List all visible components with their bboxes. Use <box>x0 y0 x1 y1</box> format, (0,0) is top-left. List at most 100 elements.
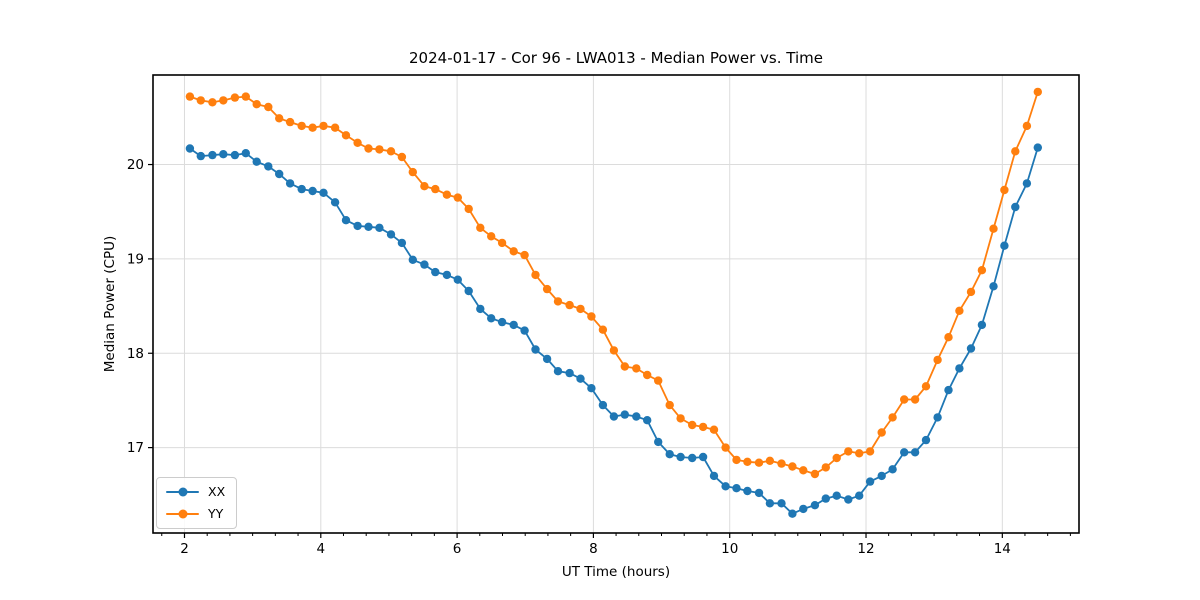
data-point-yy <box>431 184 440 194</box>
data-point-xx <box>542 354 552 364</box>
data-point-yy <box>219 96 228 105</box>
data-point-xx <box>977 320 987 330</box>
data-point-xx <box>531 345 540 354</box>
data-point-yy <box>955 306 964 315</box>
data-point-xx <box>431 267 440 277</box>
data-point-xx <box>364 222 373 231</box>
data-point-yy <box>877 428 886 437</box>
data-point-yy <box>542 284 552 294</box>
data-point-xx <box>576 374 585 383</box>
data-point-yy <box>676 414 685 423</box>
data-point-yy <box>241 92 250 101</box>
data-point-xx <box>632 412 641 421</box>
x-tick-label: 4 <box>316 541 325 557</box>
y-tick-label: 19 <box>127 251 144 267</box>
data-point-xx <box>497 317 507 327</box>
data-point-yy <box>933 355 942 365</box>
data-point-yy <box>420 182 429 191</box>
data-point-xx <box>777 499 786 508</box>
data-point-xx <box>587 384 596 393</box>
x-tick-label: 2 <box>180 541 189 557</box>
data-point-xx <box>810 501 820 510</box>
data-point-xx <box>1022 179 1032 188</box>
data-point-xx <box>855 491 864 500</box>
data-point-yy <box>765 456 775 465</box>
plot-border <box>152 74 1080 534</box>
data-point-yy <box>375 145 384 154</box>
data-point-xx <box>297 184 306 194</box>
x-tick-label: 8 <box>589 541 598 557</box>
data-point-yy <box>308 123 317 132</box>
data-point-xx <box>252 157 261 166</box>
data-point-yy <box>275 114 284 123</box>
data-point-yy <box>1000 185 1009 195</box>
data-point-yy <box>732 455 741 465</box>
data-point-xx <box>453 275 462 284</box>
data-point-xx <box>832 491 841 500</box>
data-point-yy <box>319 121 328 131</box>
data-point-xx <box>476 304 485 314</box>
data-point-xx <box>933 413 942 422</box>
data-point-yy <box>977 266 987 275</box>
data-point-yy <box>743 457 752 466</box>
data-point-yy <box>553 297 563 306</box>
data-point-yy <box>264 102 273 112</box>
data-point-yy <box>565 300 574 310</box>
data-point-xx <box>989 282 998 291</box>
data-point-xx <box>821 494 830 503</box>
data-point-yy <box>1033 87 1043 97</box>
data-point-xx <box>799 504 808 514</box>
data-point-yy <box>353 138 362 147</box>
data-point-xx <box>665 450 674 459</box>
data-point-xx <box>598 400 608 410</box>
data-point-xx <box>765 499 775 508</box>
data-point-yy <box>464 204 473 214</box>
x-tick-label: 14 <box>994 541 1011 557</box>
x-tick-label: 6 <box>453 541 462 557</box>
data-point-xx <box>865 477 875 486</box>
data-point-yy <box>185 92 195 101</box>
data-point-yy <box>520 250 529 260</box>
data-point-xx <box>386 230 396 239</box>
data-point-xx <box>487 314 496 323</box>
data-point-yy <box>888 413 897 422</box>
data-point-yy <box>821 463 830 472</box>
data-point-xx <box>1011 202 1020 212</box>
data-point-xx <box>688 453 697 463</box>
data-point-yy <box>844 447 853 456</box>
data-point-yy <box>788 462 797 471</box>
data-point-yy <box>966 287 976 297</box>
legend-marker-xx-icon <box>166 483 199 501</box>
data-point-xx <box>353 221 362 231</box>
data-point-xx <box>285 179 295 188</box>
data-point-xx <box>341 216 351 225</box>
data-point-xx <box>565 368 574 378</box>
data-point-xx <box>643 416 652 425</box>
data-point-xx <box>754 488 764 498</box>
data-point-yy <box>285 117 295 127</box>
data-point-xx <box>330 198 340 207</box>
data-point-yy <box>364 144 373 153</box>
data-point-yy <box>1011 147 1020 156</box>
data-point-xx <box>955 364 964 373</box>
x-tick-label: 10 <box>721 541 738 557</box>
chart-title: 2024-01-17 - Cor 96 - LWA013 - Median Po… <box>409 49 823 67</box>
data-point-yy <box>598 325 608 334</box>
y-tick-label: 20 <box>127 157 144 173</box>
data-point-yy <box>921 382 931 391</box>
data-point-xx <box>185 144 195 153</box>
data-point-xx <box>877 471 886 481</box>
series-line-xx <box>189 147 1039 515</box>
data-point-yy <box>900 395 909 404</box>
data-point-xx <box>888 465 897 474</box>
data-point-yy <box>476 223 485 232</box>
legend-marker-yy-icon <box>166 505 199 523</box>
data-point-xx <box>709 471 719 481</box>
data-point-yy <box>208 98 217 107</box>
x-axis-label: UT Time (hours) <box>561 564 671 580</box>
data-point-xx <box>308 186 317 196</box>
data-point-yy <box>497 238 507 248</box>
data-point-yy <box>620 362 629 371</box>
legend-item-yy: YY <box>166 505 225 523</box>
data-point-xx <box>844 495 853 504</box>
